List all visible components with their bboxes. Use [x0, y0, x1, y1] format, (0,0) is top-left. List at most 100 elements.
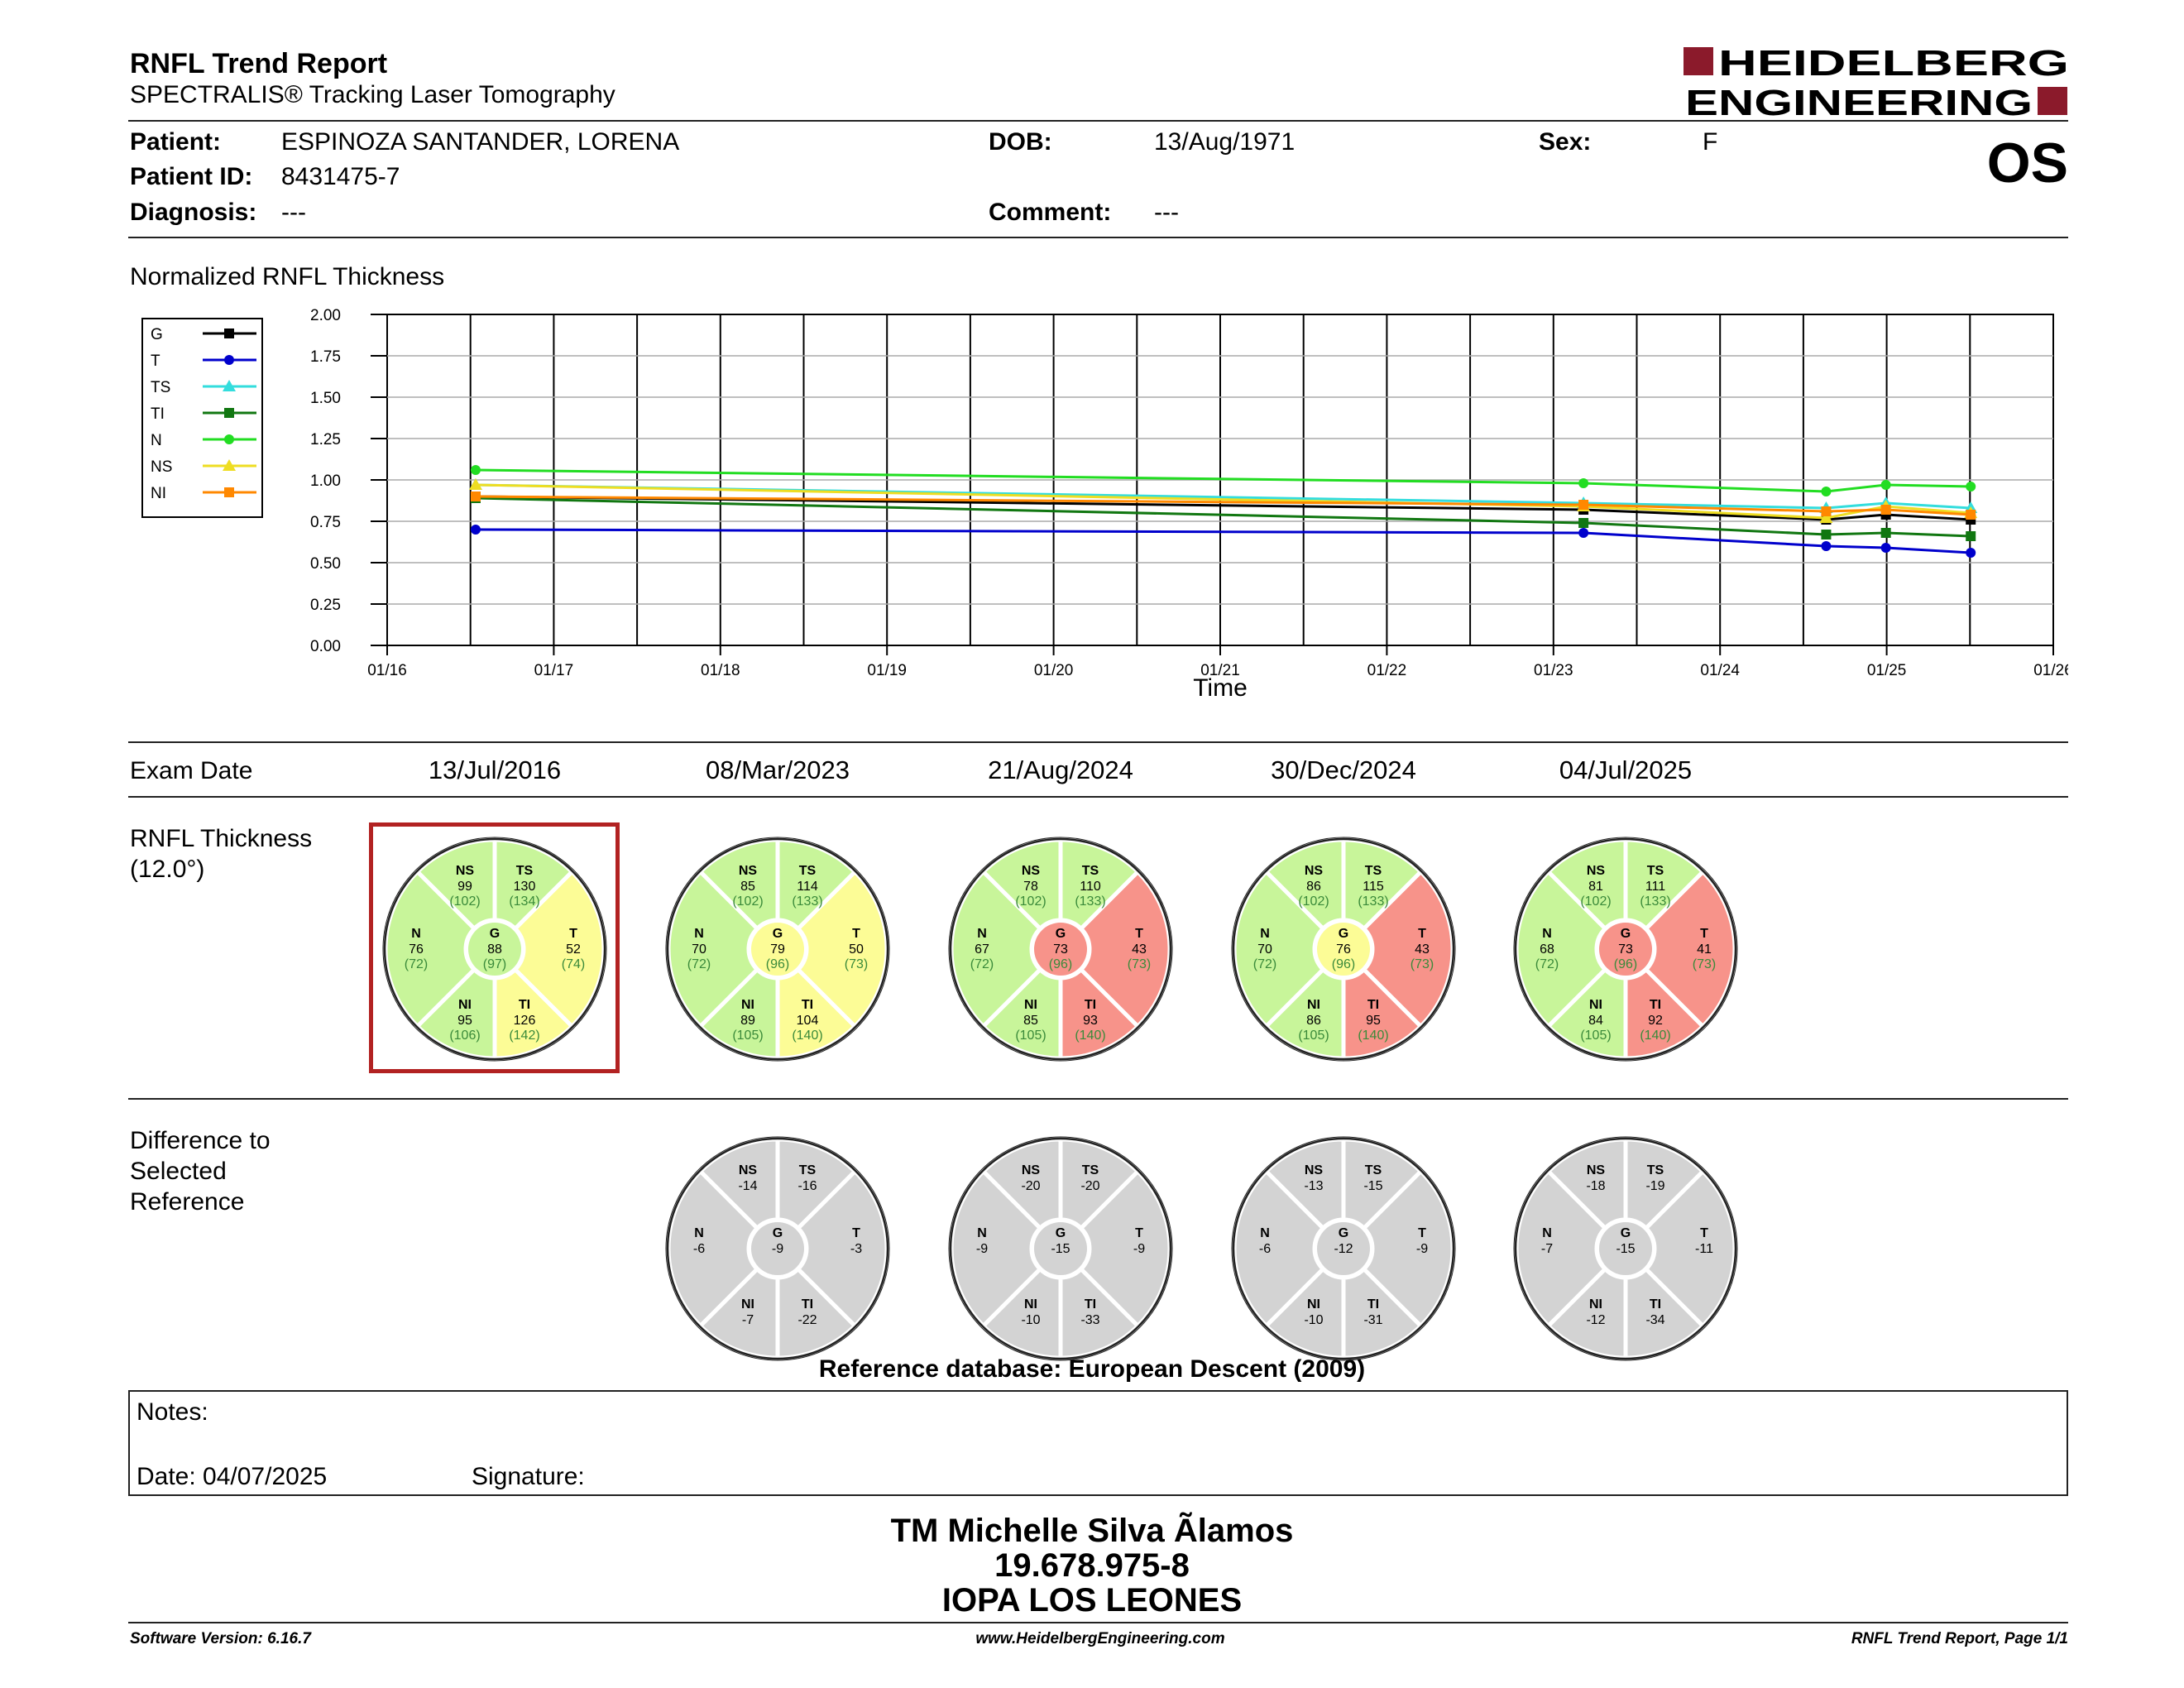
legend-entry: G: [151, 326, 163, 343]
comment-value: ---: [1154, 199, 1179, 226]
sector-difference-ti: -34: [1645, 1313, 1664, 1327]
sector-label-ts: TS: [799, 1163, 817, 1177]
y-tick-label: 1.00: [310, 472, 341, 490]
exam-date-1[interactable]: 13/Jul/2016: [428, 755, 562, 784]
logo-square-bottom: [2038, 87, 2067, 115]
sector-reference-ti: (140): [1075, 1029, 1105, 1043]
sector-difference-t: -9: [1133, 1242, 1145, 1256]
sector-difference-ni: -10: [1304, 1313, 1323, 1327]
sector-value-n: 70: [1257, 942, 1272, 957]
sector-label-n: N: [1260, 1226, 1270, 1240]
thickness-circle-5: NS 81(102) TS 111(133) N68(72) G73(96) T41(73)…: [1513, 837, 1738, 1062]
exam-date-5[interactable]: 04/Jul/2025: [1559, 755, 1693, 784]
exam-date-divider: [128, 796, 2068, 798]
sector-value-ti: 92: [1648, 1014, 1663, 1028]
series-marker: [1966, 548, 1976, 558]
difference-label-2: Selected: [130, 1158, 227, 1185]
sector-difference-ts: -19: [1645, 1179, 1664, 1193]
notes-box[interactable]: Notes: Date: 04/07/2025 Signature:: [128, 1390, 2068, 1496]
sector-g: [1317, 1222, 1370, 1275]
series-n: [470, 465, 1976, 496]
sector-label-ts: TS: [516, 864, 534, 878]
sector-label-n: N: [977, 927, 987, 941]
sector-label-t: T: [1135, 927, 1143, 941]
series-marker: [470, 492, 481, 501]
sector-value-ns: 81: [1588, 880, 1603, 894]
sector-value-ns: 78: [1023, 880, 1038, 894]
sector-difference-ns: -20: [1021, 1179, 1040, 1193]
sector-value-n: 76: [409, 942, 424, 957]
selected-reference-box: [369, 822, 620, 1073]
difference-label-1: Difference to: [130, 1127, 271, 1154]
sector-label-n: N: [694, 1226, 704, 1240]
sector-value-ti: 93: [1083, 1014, 1098, 1028]
sector-label-ni: NI: [741, 998, 754, 1012]
heidelberg-logo: HEIDELBERG ENGINEERING: [1684, 45, 2069, 119]
exam-date-3[interactable]: 21/Aug/2024: [988, 755, 1133, 784]
sector-difference-t: -3: [850, 1242, 862, 1256]
sector-label-n: N: [411, 927, 421, 941]
reference-database: Reference database: European Descent (20…: [818, 1355, 1366, 1383]
circle-border: [666, 837, 889, 1061]
series-marker: [1880, 528, 1891, 538]
sector-difference-n: -6: [1259, 1242, 1271, 1256]
sector-difference-g: -9: [772, 1242, 783, 1256]
patient-id-label: Patient ID:: [130, 163, 253, 190]
sector-difference-ns: -13: [1304, 1179, 1323, 1193]
sector-reference-n: (72): [687, 957, 711, 971]
diagnosis-label: Diagnosis:: [130, 199, 257, 226]
series-marker: [1821, 487, 1832, 496]
sector-label-g: G: [1056, 1226, 1066, 1240]
y-tick-label: 0.25: [310, 597, 341, 614]
sector-value-ts: 110: [1080, 880, 1101, 894]
series-marker: [1880, 543, 1891, 553]
x-tick-label: 01/18: [701, 662, 740, 679]
horizontal-grid: [371, 314, 2053, 646]
sector-value-t: 50: [849, 942, 864, 957]
exam-date-2[interactable]: 08/Mar/2023: [705, 755, 850, 784]
sector-label-ns: NS: [739, 864, 758, 878]
sector-value-g: 88: [487, 942, 502, 957]
sector-reference-ts: (134): [509, 894, 539, 909]
sector-value-ti: 104: [797, 1014, 819, 1028]
sector-g: [1599, 923, 1652, 976]
sector-difference-t: -9: [1416, 1242, 1428, 1256]
sector-g: [1034, 1222, 1087, 1275]
sector-reference-g: (96): [1049, 957, 1072, 971]
footer-divider: [128, 1622, 2068, 1623]
logo-square-top: [1684, 47, 1713, 75]
sector-label-t: T: [1135, 1226, 1143, 1240]
series-marker: [1821, 506, 1832, 516]
sex-value: F: [1703, 128, 1718, 156]
sector-g: [1599, 1222, 1652, 1275]
sector-label-ni: NI: [1307, 1297, 1320, 1312]
sector-difference-ti: -33: [1080, 1313, 1099, 1327]
sector-label-ns: NS: [1305, 1163, 1324, 1177]
difference-circle-4: NS -13 TS -15 N -6 G -12 T -9 NI-10 TI-31: [1231, 1136, 1456, 1361]
sector-reference-t: (73): [1128, 957, 1151, 971]
y-tick-label: 0.50: [310, 555, 341, 573]
series-marker: [1578, 528, 1589, 538]
exam-date-4[interactable]: 30/Dec/2024: [1271, 755, 1416, 784]
operator-name: TM Michelle Silva Ãlamos: [890, 1513, 1294, 1549]
sector-label-ni: NI: [1589, 998, 1602, 1012]
patient-name: ESPINOZA SANTANDER, LORENA: [281, 128, 680, 156]
notes-date: Date: 04/07/2025: [136, 1463, 328, 1490]
sector-reference-ns: (102): [732, 894, 763, 909]
sector-reference-ti: (142): [509, 1029, 539, 1043]
x-tick-label: 01/25: [1867, 662, 1907, 679]
sector-value-g: 76: [1336, 942, 1351, 957]
trend-chart: 0.00 0.25 0.50 0.75 1.00 1.25 1.50 1.75 2.00 01/1…: [141, 307, 2068, 702]
legend-entry: TS: [151, 379, 170, 396]
difference-circle-2: NS -14 TS -16 N -6 G -9 T -3 NI-7 TI-22: [665, 1136, 890, 1361]
x-tick-label: 01/20: [1034, 662, 1074, 679]
sector-difference-ni: -12: [1586, 1313, 1605, 1327]
sector-label-g: G: [1621, 1226, 1631, 1240]
sector-difference-ti: -22: [797, 1313, 817, 1327]
sector-value-ti: 126: [514, 1014, 536, 1028]
eye-indicator: OS: [1986, 132, 2068, 194]
thickness-circle-2: NS 85(102) TS 114(133) N70(72) G79(96) T50(73)…: [665, 837, 890, 1062]
y-tick-label: 0.00: [310, 638, 341, 655]
website-link[interactable]: www.HeidelbergEngineering.com: [975, 1630, 1225, 1647]
sector-difference-g: -12: [1334, 1242, 1353, 1256]
